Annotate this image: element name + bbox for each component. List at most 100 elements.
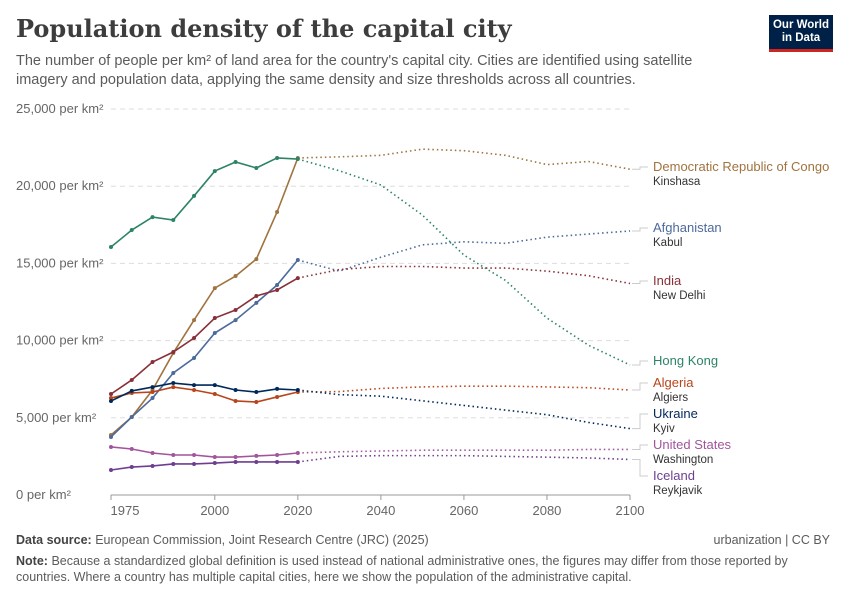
y-tick-label: 0 per km² bbox=[16, 487, 72, 502]
label-connector bbox=[632, 413, 648, 430]
data-point-ukraine bbox=[254, 390, 259, 395]
data-point-democratic-republic-of-congo bbox=[212, 286, 217, 291]
city-label-afghanistan: Kabul bbox=[653, 237, 682, 249]
projection-line-afghanistan bbox=[297, 230, 631, 272]
data-point-ukraine bbox=[150, 385, 155, 390]
y-tick-label: 20,000 per km² bbox=[16, 178, 104, 193]
y-tick-label: 5,000 per km² bbox=[16, 410, 97, 425]
data-point-united-states bbox=[150, 451, 155, 456]
series-line-democratic-republic-of-congo bbox=[110, 157, 299, 436]
data-point-democratic-republic-of-congo bbox=[254, 257, 259, 262]
city-label-algeria: Algiers bbox=[653, 392, 688, 404]
data-point-india bbox=[171, 350, 176, 355]
data-point-ukraine bbox=[233, 388, 238, 393]
data-source: Data source: European Commission, Joint … bbox=[16, 533, 429, 547]
data-point-ukraine bbox=[295, 388, 300, 393]
license[interactable]: urbanization | CC BY bbox=[713, 533, 831, 547]
data-point-hong-kong bbox=[275, 155, 280, 160]
data-point-india bbox=[254, 293, 259, 298]
line-chart: 0 per km² 5,000 per km² 10,000 per km² 15,0… bbox=[16, 101, 829, 518]
data-point-iceland bbox=[150, 463, 155, 468]
x-tick-label: 2100 bbox=[616, 503, 645, 518]
owid-logo[interactable]: Our World in Data bbox=[769, 15, 833, 52]
y-tick-label: 10,000 per km² bbox=[16, 333, 104, 348]
data-point-algeria bbox=[192, 388, 197, 393]
data-point-democratic-republic-of-congo bbox=[233, 274, 238, 279]
series-line-ukraine bbox=[110, 382, 298, 402]
label-connector bbox=[632, 227, 648, 232]
data-point-afghanistan bbox=[109, 434, 113, 439]
label-connector bbox=[632, 280, 648, 284]
projection-line-democratic-republic-of-congo bbox=[297, 148, 631, 171]
projection-line-hong-kong bbox=[297, 158, 631, 366]
data-point-iceland bbox=[192, 461, 197, 466]
data-point-hong-kong bbox=[295, 157, 300, 162]
city-label-india: New Delhi bbox=[653, 290, 705, 302]
data-point-india bbox=[295, 276, 300, 281]
data-point-iceland bbox=[233, 459, 238, 464]
data-point-iceland bbox=[275, 459, 280, 464]
data-point-hong-kong bbox=[192, 193, 197, 198]
y-tick-label: 15,000 per km² bbox=[16, 255, 104, 270]
data-point-afghanistan bbox=[295, 258, 300, 263]
data-point-united-states bbox=[212, 455, 217, 460]
projection-line-india bbox=[297, 265, 631, 285]
data-point-hong-kong bbox=[212, 169, 217, 174]
data-point-algeria bbox=[212, 392, 217, 397]
series-line-afghanistan bbox=[110, 259, 299, 438]
projection-line-united-states bbox=[297, 448, 630, 454]
data-point-united-states bbox=[192, 453, 197, 458]
data-point-democratic-republic-of-congo bbox=[275, 209, 280, 214]
source-label: Data source: bbox=[16, 533, 92, 547]
city-label-ukraine: Kyiv bbox=[653, 423, 675, 435]
data-point-united-states bbox=[254, 453, 259, 458]
data-point-hong-kong bbox=[233, 159, 238, 164]
x-tick-label: 2060 bbox=[449, 503, 478, 518]
data-point-ukraine bbox=[212, 383, 217, 388]
series-label-india: India bbox=[653, 273, 682, 288]
data-point-afghanistan bbox=[212, 331, 217, 336]
data-point-india bbox=[233, 308, 238, 313]
x-tick-label: 2040 bbox=[366, 503, 395, 518]
data-point-algeria bbox=[109, 396, 113, 401]
source-text[interactable]: European Commission, Joint Research Cent… bbox=[95, 533, 429, 547]
label-connector bbox=[632, 360, 648, 366]
series-line-united-states bbox=[110, 446, 298, 458]
series-line-india bbox=[110, 277, 299, 395]
subtitle: The number of people per km² of land are… bbox=[16, 53, 693, 88]
label-connector bbox=[632, 458, 648, 477]
data-point-india bbox=[192, 335, 197, 340]
y-tick-label: 25,000 per km² bbox=[16, 101, 104, 116]
note-label: Note: bbox=[16, 554, 48, 568]
data-point-united-states bbox=[275, 453, 280, 458]
data-point-algeria bbox=[150, 390, 155, 395]
series-label-iceland: Iceland bbox=[653, 468, 695, 483]
series-label-ukraine: Ukraine bbox=[653, 406, 698, 421]
projection-line-algeria bbox=[297, 385, 631, 393]
series-label-united-states: United States bbox=[653, 437, 732, 452]
x-tick-label: 1975 bbox=[111, 503, 140, 518]
data-point-afghanistan bbox=[275, 283, 280, 288]
x-tick-label: 2080 bbox=[532, 503, 561, 518]
data-point-india bbox=[275, 287, 280, 292]
data-point-india bbox=[129, 377, 134, 382]
data-point-afghanistan bbox=[150, 396, 155, 401]
data-point-iceland bbox=[129, 465, 134, 470]
data-point-algeria bbox=[233, 398, 238, 403]
data-point-afghanistan bbox=[192, 356, 197, 361]
data-point-democratic-republic-of-congo bbox=[192, 318, 197, 323]
data-point-hong-kong bbox=[171, 218, 176, 223]
x-tick-label: 2020 bbox=[283, 503, 312, 518]
data-point-india bbox=[150, 360, 155, 365]
page-title: Population density of the capital city bbox=[16, 14, 512, 43]
data-point-hong-kong bbox=[109, 245, 113, 250]
data-point-united-states bbox=[171, 453, 176, 458]
note-text: Because a standardized global definition… bbox=[16, 554, 788, 584]
data-point-united-states bbox=[109, 444, 113, 449]
data-point-hong-kong bbox=[129, 228, 134, 233]
x-tick-label: 2000 bbox=[200, 503, 229, 518]
data-point-united-states bbox=[233, 455, 238, 460]
data-point-india bbox=[109, 392, 113, 397]
logo-line2: in Data bbox=[781, 32, 821, 44]
data-point-hong-kong bbox=[254, 165, 259, 170]
